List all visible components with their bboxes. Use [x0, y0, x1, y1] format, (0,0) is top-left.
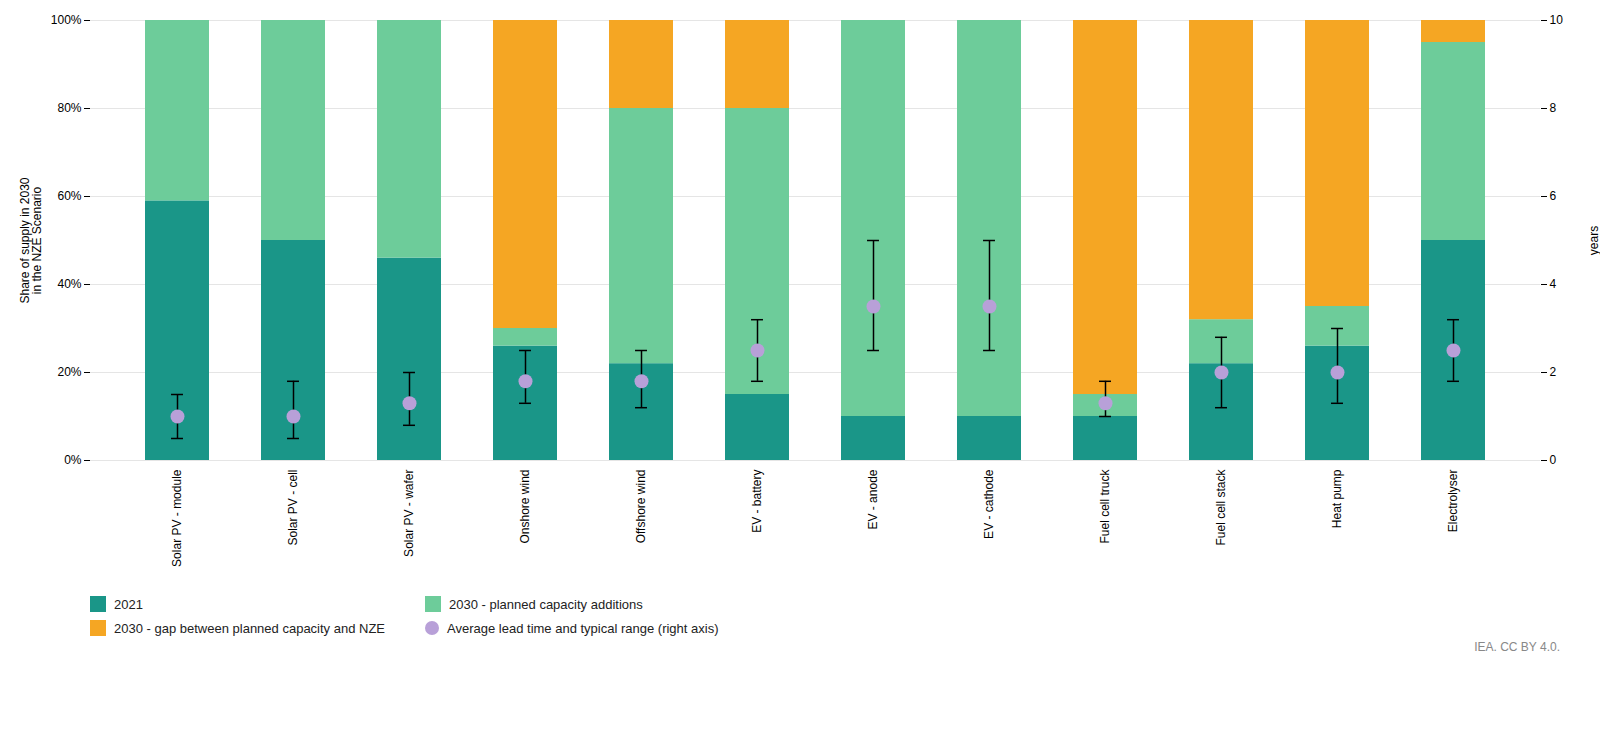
svg-text:Solar PV - cell: Solar PV - cell [286, 470, 300, 546]
svg-text:Solar PV - module: Solar PV - module [170, 469, 184, 567]
svg-text:Heat pump: Heat pump [1330, 469, 1344, 528]
svg-text:40%: 40% [57, 277, 81, 291]
svg-text:6: 6 [1550, 189, 1557, 203]
html-text:2030 - planned capacity additi: 2030 - planned capacity additions [449, 596, 643, 612]
svg-text:Offshore wind: Offshore wind [634, 470, 648, 544]
svg-text:Electrolyser: Electrolyser [1446, 470, 1460, 533]
svg-text:Onshore wind: Onshore wind [518, 470, 532, 544]
svg-text:years: years [1587, 226, 1600, 255]
svg-text:20%: 20% [57, 365, 81, 379]
svg-text:8: 8 [1550, 101, 1557, 115]
svg-text:EV - anode: EV - anode [866, 469, 880, 529]
svg-text:60%: 60% [57, 189, 81, 203]
svg-text:80%: 80% [57, 101, 81, 115]
svg-text:0%: 0% [64, 453, 82, 467]
svg-text:EV - cathode: EV - cathode [982, 469, 996, 539]
svg-text:Share of supply in 2030in the: Share of supply in 2030in the NZE Scenar… [18, 177, 44, 303]
svg-text:0: 0 [1550, 453, 1557, 467]
svg-text:10: 10 [1550, 13, 1564, 27]
svg-text:Fuel cell truck: Fuel cell truck [1098, 469, 1112, 544]
svg-text:EV - battery: EV - battery [750, 470, 764, 533]
html-text:2021: 2021 [114, 596, 143, 612]
svg-text:4: 4 [1550, 277, 1557, 291]
svg-text:Fuel cell stack: Fuel cell stack [1214, 469, 1228, 546]
svg-text:Solar PV - wafer: Solar PV - wafer [402, 470, 416, 557]
html-text:2030 - gap between planned cap: 2030 - gap between planned capacity and … [114, 620, 385, 636]
html-text:Average lead time and typical: Average lead time and typical range (rig… [447, 620, 719, 636]
html-text:IEA. CC BY 4.0.: IEA. CC BY 4.0. [1474, 640, 1560, 654]
svg-text:2: 2 [1550, 365, 1557, 379]
svg-text:100%: 100% [51, 13, 82, 27]
